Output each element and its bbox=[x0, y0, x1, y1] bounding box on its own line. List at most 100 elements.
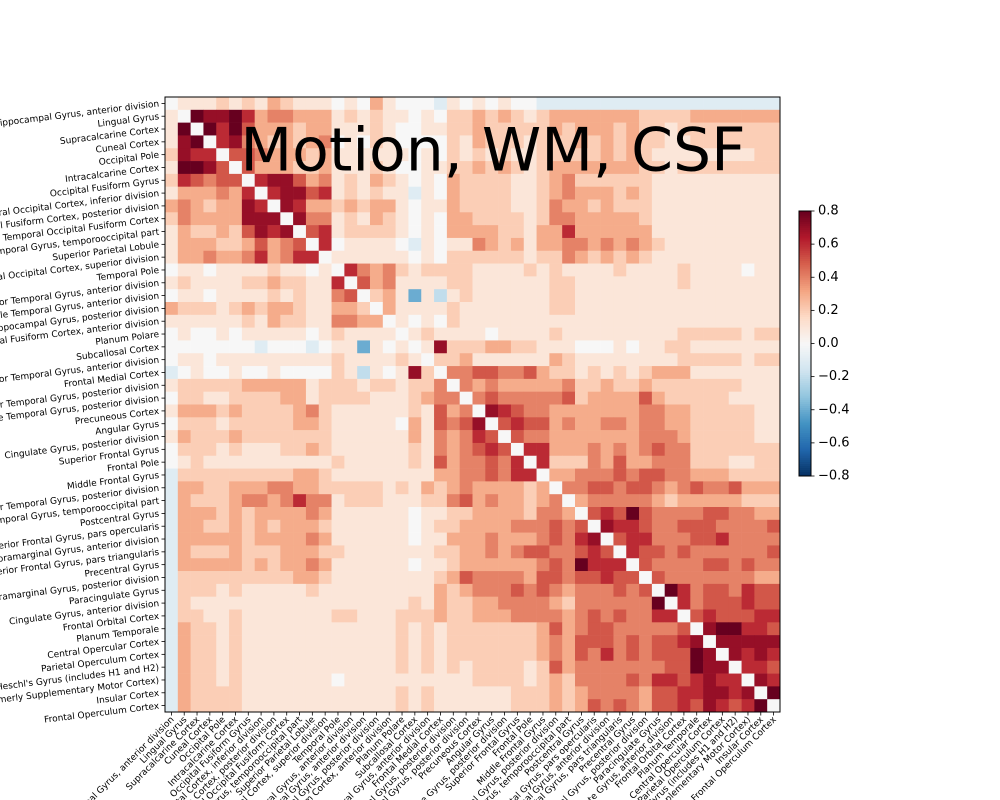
heatmap-cell bbox=[408, 519, 422, 533]
heatmap-cell bbox=[728, 455, 742, 469]
heatmap-cell bbox=[408, 391, 422, 405]
heatmap-cell bbox=[382, 378, 396, 392]
heatmap-cell bbox=[344, 109, 358, 123]
heatmap-cell bbox=[216, 596, 230, 610]
heatmap-cell bbox=[165, 494, 179, 508]
heatmap-cell bbox=[562, 263, 576, 277]
heatmap-cell bbox=[575, 186, 589, 200]
heatmap-cell bbox=[241, 673, 255, 687]
heatmap-cell bbox=[446, 391, 460, 405]
heatmap-cell bbox=[549, 622, 563, 636]
heatmap-cell bbox=[177, 609, 191, 623]
heatmap-cell bbox=[229, 519, 243, 533]
heatmap-cell bbox=[190, 686, 204, 700]
heatmap-cell bbox=[639, 314, 653, 328]
heatmap-cell bbox=[639, 481, 653, 495]
heatmap-cell bbox=[741, 468, 755, 482]
colorbar-segment bbox=[799, 415, 811, 419]
heatmap-cell bbox=[677, 558, 691, 572]
heatmap-cell bbox=[651, 148, 665, 162]
heatmap-cell bbox=[587, 237, 601, 252]
heatmap-cell bbox=[472, 494, 486, 508]
heatmap-cell bbox=[344, 481, 358, 495]
heatmap-cell bbox=[190, 250, 204, 264]
heatmap-cell bbox=[293, 109, 307, 123]
heatmap-cell bbox=[203, 302, 217, 316]
heatmap-cell bbox=[408, 545, 422, 559]
heatmap-cell bbox=[523, 173, 537, 187]
heatmap-cell bbox=[715, 212, 730, 226]
heatmap-cell bbox=[575, 237, 589, 252]
colorbar-segment bbox=[799, 409, 811, 413]
heatmap-cell bbox=[498, 468, 512, 482]
heatmap-cell bbox=[267, 622, 281, 636]
heatmap-cell bbox=[280, 366, 294, 380]
heatmap-cell bbox=[485, 699, 499, 713]
heatmap-cell bbox=[703, 327, 717, 341]
heatmap-cell bbox=[203, 199, 217, 213]
heatmap-cell bbox=[690, 455, 704, 469]
heatmap-cell bbox=[472, 583, 486, 597]
colorbar-segment bbox=[799, 333, 811, 336]
heatmap-cell bbox=[523, 404, 537, 418]
heatmap-cell bbox=[267, 583, 281, 597]
heatmap-cell bbox=[690, 135, 704, 149]
heatmap-cell bbox=[613, 442, 627, 457]
heatmap-cell bbox=[651, 532, 665, 546]
heatmap-cell bbox=[370, 391, 384, 405]
heatmap-cell bbox=[421, 173, 435, 187]
heatmap-cell bbox=[216, 686, 230, 700]
colorbar-segment bbox=[799, 248, 811, 251]
heatmap-cell bbox=[190, 391, 204, 405]
heatmap-cell bbox=[203, 366, 217, 380]
colorbar-segment bbox=[799, 384, 811, 388]
heatmap-cell bbox=[459, 571, 473, 585]
heatmap-cell bbox=[549, 302, 563, 316]
heatmap-cell bbox=[280, 583, 294, 597]
heatmap-cell bbox=[485, 263, 499, 277]
heatmap-cell bbox=[498, 442, 512, 457]
heatmap-cell bbox=[216, 161, 230, 175]
heatmap-cell bbox=[357, 494, 371, 508]
heatmap-cell bbox=[536, 507, 550, 521]
heatmap-cell bbox=[229, 340, 243, 354]
heatmap-cell bbox=[575, 494, 589, 508]
heatmap-cell bbox=[639, 507, 653, 521]
heatmap-cell bbox=[229, 673, 243, 687]
colorbar-segment bbox=[799, 411, 811, 415]
heatmap-cell bbox=[446, 148, 460, 162]
heatmap-cell bbox=[472, 276, 486, 290]
heatmap-cell bbox=[485, 161, 499, 175]
colorbar-segment bbox=[799, 256, 811, 260]
heatmap-cell bbox=[600, 340, 614, 354]
heatmap-cell bbox=[165, 173, 179, 187]
heatmap-cell bbox=[267, 327, 281, 341]
heatmap-cell bbox=[664, 250, 678, 264]
heatmap-cell bbox=[165, 417, 179, 431]
heatmap-cell bbox=[510, 571, 525, 585]
heatmap-cell bbox=[382, 532, 396, 546]
colorbar-segment bbox=[799, 374, 811, 378]
heatmap-cell bbox=[728, 237, 742, 252]
heatmap-cell bbox=[715, 507, 730, 521]
heatmap-cell bbox=[293, 494, 307, 508]
heatmap-cell bbox=[549, 583, 563, 597]
heatmap-cell bbox=[575, 442, 589, 457]
heatmap-cell bbox=[575, 417, 589, 431]
heatmap-cell bbox=[690, 212, 704, 226]
heatmap-cell bbox=[216, 494, 230, 508]
heatmap-cell bbox=[472, 442, 486, 457]
heatmap-cell bbox=[754, 148, 768, 162]
heatmap-cell bbox=[241, 532, 255, 546]
heatmap-cell bbox=[626, 366, 640, 380]
heatmap-cell bbox=[370, 289, 384, 303]
heatmap-cell bbox=[216, 186, 230, 200]
colorbar-tick-label: 0.2 bbox=[818, 303, 839, 318]
heatmap-cell bbox=[651, 327, 665, 341]
colorbar-segment bbox=[799, 447, 811, 450]
heatmap-cell bbox=[510, 481, 525, 495]
heatmap-cell bbox=[651, 430, 665, 444]
heatmap-cell bbox=[382, 545, 396, 559]
heatmap-cell bbox=[510, 276, 525, 290]
heatmap-cell bbox=[165, 507, 179, 521]
